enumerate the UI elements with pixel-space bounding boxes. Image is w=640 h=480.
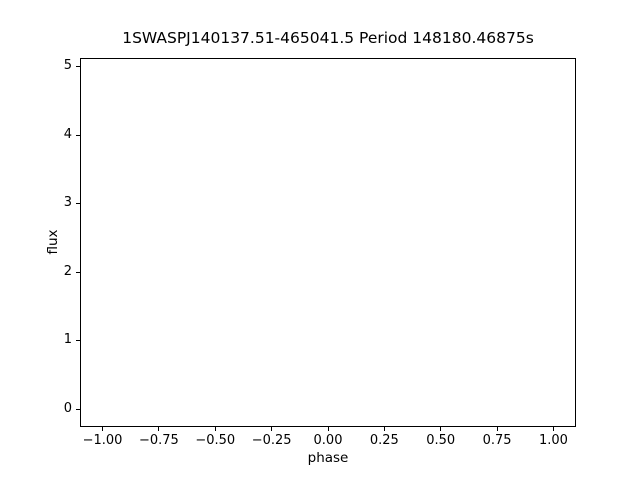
x-tick-mark bbox=[383, 427, 385, 431]
y-tick-mark bbox=[76, 203, 80, 205]
x-tick-label: 0.75 bbox=[482, 433, 512, 448]
x-tick-mark bbox=[552, 427, 554, 431]
y-tick-label: 4 bbox=[63, 126, 72, 142]
x-tick-mark bbox=[327, 427, 329, 431]
chart-title: 1SWASPJ140137.51-465041.5 Period 148180.… bbox=[122, 29, 534, 47]
x-tick-mark bbox=[214, 427, 216, 431]
x-tick-label: −0.50 bbox=[195, 433, 236, 448]
x-tick-mark bbox=[271, 427, 273, 431]
x-axis-label: phase bbox=[307, 450, 349, 466]
x-tick-label: −1.00 bbox=[82, 433, 123, 448]
x-tick-mark bbox=[102, 427, 104, 431]
y-tick-mark bbox=[76, 134, 80, 136]
x-tick-label: 0.25 bbox=[369, 433, 399, 448]
y-tick-mark bbox=[76, 408, 80, 410]
plot-frame bbox=[80, 58, 576, 427]
x-tick-mark bbox=[496, 427, 498, 431]
y-tick-label: 1 bbox=[63, 332, 72, 348]
x-tick-label: −0.25 bbox=[251, 433, 292, 448]
x-tick-mark bbox=[158, 427, 160, 431]
x-tick-mark bbox=[440, 427, 442, 431]
y-tick-mark bbox=[76, 271, 80, 273]
x-tick-label: 0.00 bbox=[313, 433, 343, 448]
y-axis-label: flux bbox=[45, 229, 61, 255]
x-tick-label: 1.00 bbox=[538, 433, 568, 448]
x-tick-label: −0.75 bbox=[138, 433, 179, 448]
y-tick-mark bbox=[76, 66, 80, 68]
y-tick-label: 3 bbox=[63, 195, 72, 211]
x-tick-label: 0.50 bbox=[426, 433, 456, 448]
y-tick-label: 5 bbox=[63, 58, 72, 74]
y-tick-label: 0 bbox=[63, 400, 72, 416]
y-tick-label: 2 bbox=[63, 263, 72, 279]
y-tick-mark bbox=[76, 340, 80, 342]
